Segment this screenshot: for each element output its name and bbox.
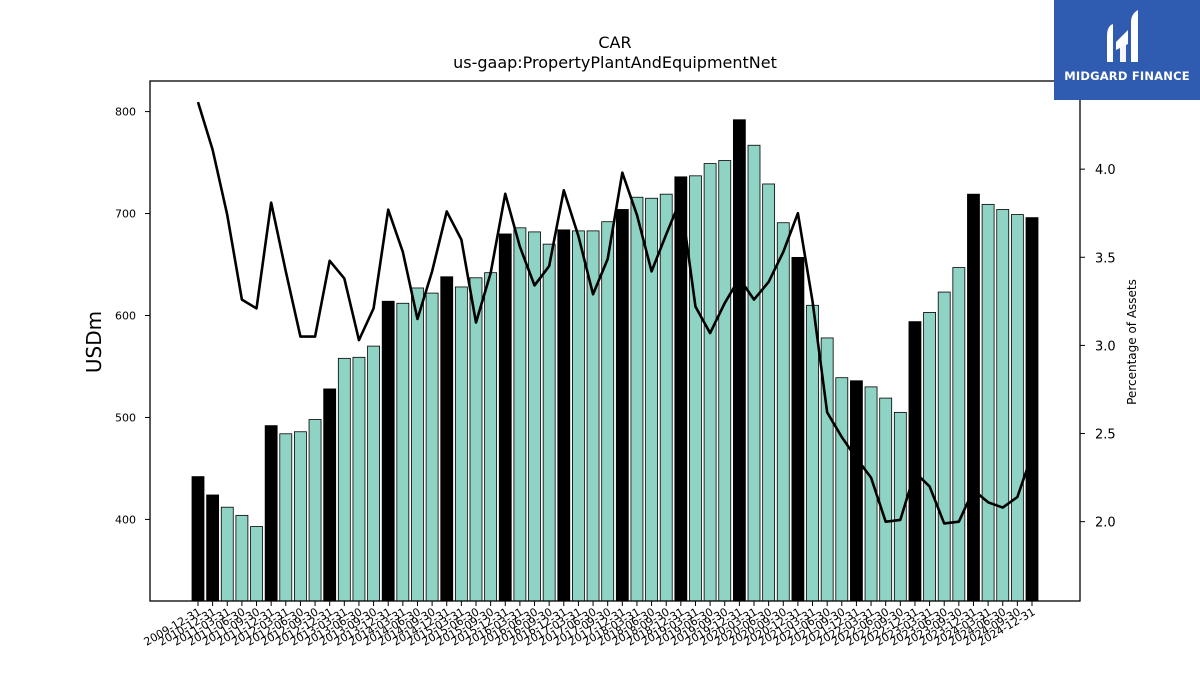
bar: [528, 231, 541, 602]
bars-layer: [191, 119, 1039, 602]
bar: [220, 506, 234, 602]
bar: [967, 193, 980, 602]
bar: [352, 356, 366, 602]
bar: [762, 183, 776, 602]
y-axis-label: USDm: [82, 311, 106, 373]
bar: [601, 221, 615, 602]
chart-title: CAR: [598, 33, 631, 52]
bar: [469, 277, 483, 602]
bar: [206, 494, 220, 602]
bar: [498, 233, 512, 602]
bar: [484, 272, 498, 602]
y-tick-label: 800: [115, 106, 136, 119]
bar: [776, 222, 790, 602]
bar: [747, 144, 761, 602]
bar: [718, 160, 732, 602]
chart-subtitle: us-gaap:PropertyPlantAndEquipmentNet: [453, 53, 777, 72]
bar: [879, 397, 893, 602]
y-tick-label: 500: [115, 411, 136, 424]
logo-text: MIDGARD FINANCE: [1064, 69, 1190, 83]
bar: [367, 345, 380, 602]
bar: [308, 419, 322, 602]
x-axis: 2009-12-312010-12-312011-03-312011-06-30…: [142, 601, 1038, 649]
bar: [850, 380, 863, 602]
bar: [542, 243, 556, 602]
bar: [425, 292, 439, 602]
bar: [732, 119, 746, 602]
bar: [908, 321, 922, 602]
bar: [454, 286, 468, 602]
y2-tick-label: 3.5: [1095, 251, 1116, 266]
bar: [279, 433, 293, 602]
plot-frame: [149, 80, 1081, 602]
bar: [806, 304, 819, 602]
series-line: [196, 101, 1034, 525]
bar: [1010, 214, 1024, 602]
bar: [411, 287, 424, 602]
line-layer: [196, 101, 1034, 525]
left-axis: 400 500 600 700 800: [115, 106, 150, 526]
bar: [250, 526, 263, 602]
midgard-mark-icon: [1107, 10, 1138, 62]
bar: [396, 302, 410, 602]
bar: [674, 176, 688, 602]
bar: [572, 230, 585, 602]
right-axis: 2.0 2.5 3.0 3.5 4.0: [1080, 163, 1116, 531]
brand-logo: MIDGARD FINANCE: [1054, 0, 1200, 100]
bar: [381, 300, 395, 602]
bar: [791, 256, 805, 602]
y2-tick-label: 2.0: [1095, 516, 1116, 531]
bar: [630, 196, 644, 602]
bar: [952, 267, 966, 602]
y-tick-label: 400: [115, 513, 136, 526]
bar: [294, 431, 307, 602]
bar: [557, 229, 571, 602]
bar: [703, 163, 717, 602]
y2-tick-label: 2.5: [1095, 428, 1116, 443]
y2-tick-label: 4.0: [1095, 163, 1116, 178]
y-tick-label: 600: [115, 310, 136, 323]
bar: [191, 476, 205, 602]
bar: [513, 227, 527, 602]
bar: [337, 357, 351, 602]
y-tick-label: 700: [115, 208, 136, 221]
bar: [659, 193, 673, 602]
bar: [235, 514, 249, 602]
bar: [615, 209, 629, 602]
bar: [937, 291, 951, 602]
bar: [689, 175, 702, 602]
bar: [264, 425, 278, 602]
y2-axis-label: Percentage of Assets: [1125, 279, 1139, 405]
bar: [440, 276, 454, 602]
bar: [323, 388, 337, 602]
bar: [835, 377, 849, 602]
bar: [923, 312, 936, 602]
bar: [981, 203, 995, 602]
y2-tick-label: 3.0: [1095, 339, 1116, 354]
bar: [996, 209, 1010, 602]
bar: [1025, 217, 1039, 602]
